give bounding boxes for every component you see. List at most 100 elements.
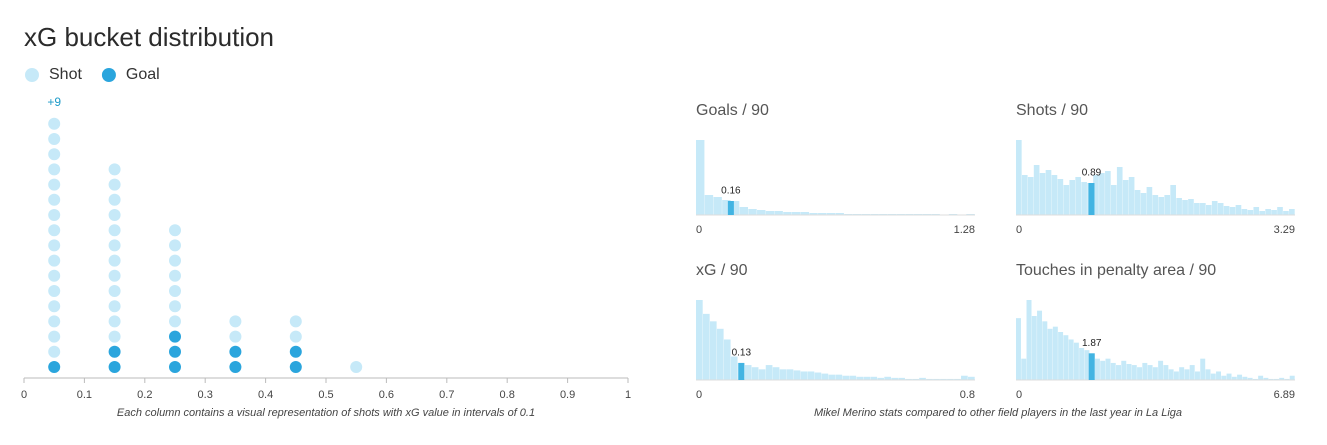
hist-bar xyxy=(1289,375,1295,380)
hist-bar xyxy=(1110,362,1116,380)
hist-bar xyxy=(968,376,975,380)
hist-bar xyxy=(791,212,801,215)
hist-bar xyxy=(1252,378,1258,380)
panel-title: Goals / 90 xyxy=(696,102,769,119)
hist-bar xyxy=(1140,193,1147,215)
x-tick-label: 0.5 xyxy=(318,389,333,401)
legend-label: Shot xyxy=(49,66,82,83)
hist-bar xyxy=(723,339,731,380)
x-tick-label: 0.2 xyxy=(137,389,152,401)
marker-label: 0.13 xyxy=(732,348,752,359)
dot xyxy=(169,239,181,252)
hist-bar xyxy=(793,370,801,380)
hist-bar xyxy=(1247,377,1253,380)
hist-bar xyxy=(954,378,961,380)
hist-bar xyxy=(1176,198,1182,215)
dot xyxy=(108,224,121,237)
hist-bar xyxy=(1229,207,1236,215)
hist-bar xyxy=(1099,173,1105,215)
x-tick-label: 0.9 xyxy=(560,389,575,401)
hist-bar xyxy=(1184,369,1190,380)
hist-bar xyxy=(1094,358,1100,380)
hist-bar xyxy=(1226,373,1232,380)
hist-bar xyxy=(1045,170,1052,215)
hist-bar xyxy=(898,377,905,380)
dot xyxy=(289,361,302,373)
hist-bar xyxy=(1279,377,1285,380)
hist-bar xyxy=(1021,358,1027,380)
hist-bar xyxy=(1205,205,1212,215)
hist-bar xyxy=(1194,203,1200,215)
hist-bar xyxy=(1247,210,1254,215)
hist-bar xyxy=(877,377,885,380)
marker-bar xyxy=(727,201,734,215)
hist-bar xyxy=(1021,175,1028,215)
hist-bar xyxy=(1047,328,1053,380)
hist-bar xyxy=(716,328,724,380)
hist-bar xyxy=(1039,173,1046,215)
dot xyxy=(169,361,181,373)
hist-bar xyxy=(940,378,947,380)
hist-bar xyxy=(1211,201,1218,215)
dot xyxy=(108,300,121,313)
hist-bar xyxy=(1142,362,1148,380)
hist-bar xyxy=(1189,365,1195,380)
hist-bar xyxy=(765,211,775,215)
hist-bar xyxy=(828,374,836,380)
panel-title: Touches in penalty area / 90 xyxy=(1016,262,1216,279)
dot xyxy=(169,224,181,237)
hist-bar xyxy=(1147,365,1153,380)
marker-label: 0.89 xyxy=(1082,168,1102,179)
hist-bar xyxy=(1217,203,1224,215)
hist-bar xyxy=(1265,209,1271,215)
hist-bar xyxy=(1284,378,1290,380)
hist-bar xyxy=(1105,171,1111,215)
dot xyxy=(350,361,363,373)
legend-marker xyxy=(101,68,116,82)
dot xyxy=(48,254,61,267)
marker-bar xyxy=(738,362,745,380)
hist-bar xyxy=(774,211,783,215)
hist-bar xyxy=(1216,371,1222,380)
hist-bar xyxy=(751,367,759,380)
dot xyxy=(108,239,121,252)
hist-bar xyxy=(722,200,731,215)
hist-bar xyxy=(1221,375,1227,380)
hist-bar xyxy=(1042,321,1048,380)
hist-bar xyxy=(1093,175,1099,215)
hist-bar xyxy=(1158,360,1164,380)
hist-bar xyxy=(1164,195,1171,215)
hist-bar xyxy=(1126,364,1132,380)
hist-bar xyxy=(1277,207,1283,215)
hist-bar xyxy=(1075,177,1081,215)
x-tick-label: 1.28 xyxy=(954,224,975,236)
hist-bar xyxy=(1110,185,1117,215)
hist-bar xyxy=(744,365,752,380)
hist-bar xyxy=(1128,177,1135,215)
hist-bar xyxy=(1122,180,1129,215)
dot xyxy=(48,239,61,252)
hist-bar xyxy=(1268,378,1274,380)
dot xyxy=(48,285,61,297)
hist-bar xyxy=(818,213,827,215)
marker-bar xyxy=(1088,353,1095,380)
x-tick-label: 6.89 xyxy=(1274,389,1295,401)
legend-label: Goal xyxy=(126,66,160,83)
hist-bar xyxy=(1188,199,1194,215)
hist-bar xyxy=(779,369,787,380)
marker-bar xyxy=(1088,183,1095,215)
hist-bar xyxy=(1168,369,1174,380)
hist-bar xyxy=(870,376,878,380)
x-tick-label: 0.8 xyxy=(960,389,975,401)
x-tick-label: 0.4 xyxy=(258,389,273,401)
dot xyxy=(169,285,181,297)
marker-label: 1.87 xyxy=(1082,338,1102,349)
hist-bar xyxy=(1200,358,1206,380)
hist-bar xyxy=(730,356,738,380)
hist-bar xyxy=(807,371,815,380)
x-tick-label: 0.7 xyxy=(439,389,454,401)
hist-bar xyxy=(1100,360,1106,380)
hist-bar xyxy=(821,373,829,380)
hist-bar xyxy=(919,377,926,380)
hist-bar xyxy=(1051,175,1058,215)
